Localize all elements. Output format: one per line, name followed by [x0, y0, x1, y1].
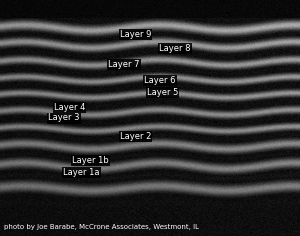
Text: Layer 9: Layer 9	[120, 30, 152, 39]
Text: Layer 7: Layer 7	[108, 60, 140, 69]
Text: photo by Joe Barabe, McCrone Associates, Westmont, IL: photo by Joe Barabe, McCrone Associates,…	[4, 224, 200, 230]
Text: Layer 6: Layer 6	[144, 76, 176, 85]
Text: Layer 3: Layer 3	[48, 114, 80, 122]
Text: Layer 1b: Layer 1b	[72, 156, 109, 165]
Text: Layer 2: Layer 2	[120, 132, 152, 141]
Text: Layer 8: Layer 8	[159, 44, 190, 53]
Text: Layer 5: Layer 5	[147, 88, 178, 97]
Text: Layer 1a: Layer 1a	[63, 168, 100, 177]
Text: Layer 4: Layer 4	[54, 103, 86, 112]
